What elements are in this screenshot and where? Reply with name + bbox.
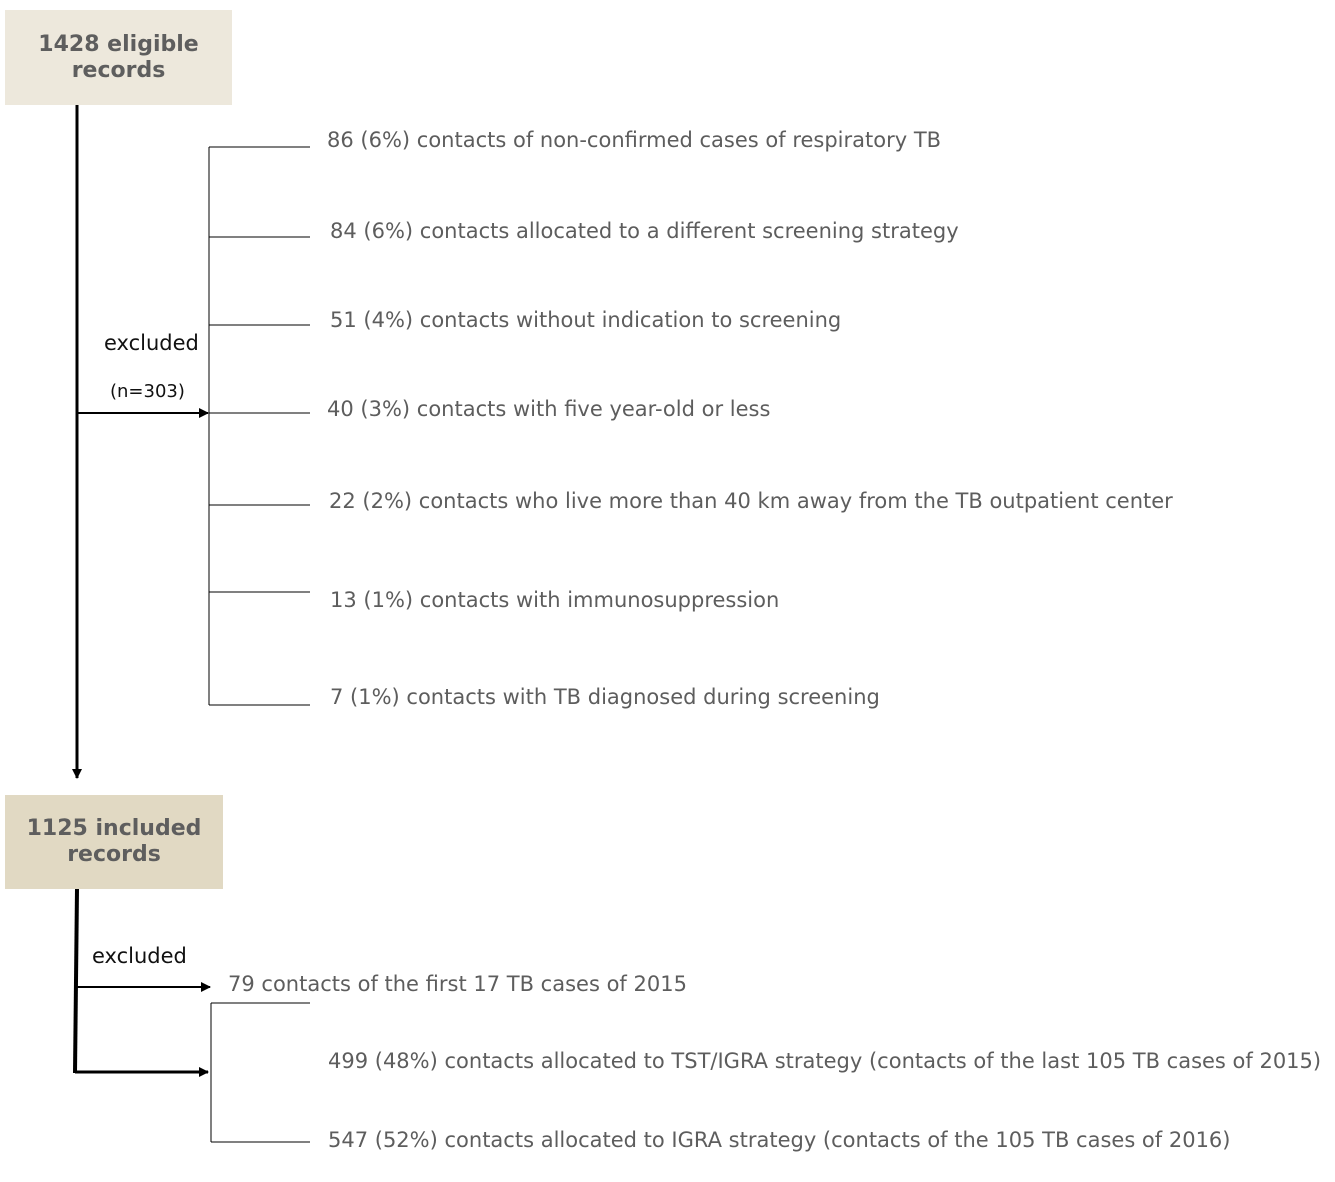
allocation-item-tst-igra: 499 (48%) contacts allocated to TST/IGRA… xyxy=(328,1049,1322,1073)
second-trunk-line xyxy=(73,888,79,1074)
exclusion-item: 84 (6%) contacts allocated to a differen… xyxy=(330,219,959,243)
exclusion-item: 51 (4%) contacts without indication to s… xyxy=(330,308,842,332)
included-records-box: 1125 included records xyxy=(5,795,223,889)
exclusion-item: 22 (2%) contacts who live more than 40 k… xyxy=(329,489,1173,513)
second-exclusion-item: 79 contacts of the first 17 TB cases of … xyxy=(228,972,687,996)
eligible-records-count: 1428 eligible xyxy=(38,31,199,57)
exclusion-item: 7 (1%) contacts with TB diagnosed during… xyxy=(330,685,880,709)
excluded-count-1: (n=303) xyxy=(110,381,185,402)
eligible-records-box: 1428 eligible records xyxy=(5,10,232,105)
exclusion-item: 40 (3%) contacts with five year-old or l… xyxy=(327,397,771,421)
exclusion-item: 13 (1%) contacts with immunosuppression xyxy=(330,588,780,612)
exclusion-item: 86 (6%) contacts of non-confirmed cases … xyxy=(327,128,942,152)
excluded-label-2: excluded xyxy=(92,944,187,968)
included-records-label: records xyxy=(67,842,161,867)
allocation-item-igra: 547 (52%) contacts allocated to IGRA str… xyxy=(328,1128,1231,1152)
excluded-label-1: excluded xyxy=(104,331,199,355)
included-records-count: 1125 included xyxy=(26,816,202,841)
eligible-records-label: records xyxy=(71,57,166,83)
